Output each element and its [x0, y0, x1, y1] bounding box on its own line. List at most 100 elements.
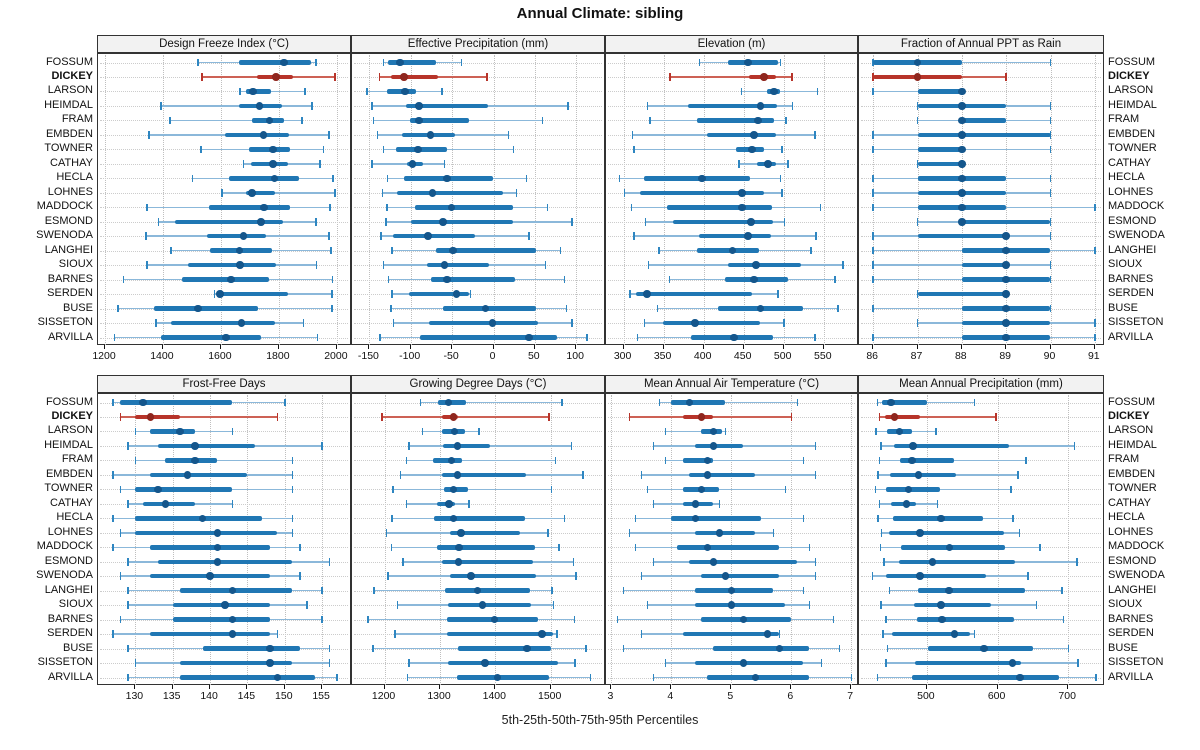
- iqr-band-towner: [917, 147, 962, 152]
- median-dot-maddock: [447, 203, 455, 211]
- whisker-cap: [391, 246, 393, 255]
- station-label-right-langhei: LANGHEI: [1108, 243, 1157, 256]
- median-dot-cathay: [764, 160, 772, 168]
- median-dot-serden: [216, 290, 224, 298]
- whisker-cap: [554, 456, 557, 465]
- whisker-cap: [392, 319, 395, 327]
- whisker-cap: [724, 427, 727, 436]
- whisker-cap: [872, 174, 874, 182]
- panel-header-frost-free-days: Frost-Free Days: [97, 375, 351, 393]
- axis-tick: [960, 345, 962, 349]
- axis-tick: [549, 685, 551, 689]
- iqr-band-heimdal: [893, 443, 1009, 449]
- whisker-cap: [301, 116, 303, 125]
- median-dot-sisseton: [1008, 659, 1017, 667]
- iqr-band-lohnes: [695, 530, 756, 535]
- gridline: [926, 395, 928, 685]
- station-label-right-embden: EMBDEN: [1108, 127, 1156, 140]
- whisker-cap: [880, 601, 882, 609]
- whisker-cap: [1095, 673, 1097, 682]
- whisker-cap: [658, 398, 661, 407]
- whisker-cap: [382, 58, 385, 67]
- iqr-band-maddock: [208, 205, 291, 210]
- median-dot-dickey: [913, 73, 922, 81]
- whisker-cap: [565, 304, 567, 313]
- whisker-cap: [391, 514, 393, 522]
- whisker-cap: [155, 319, 157, 327]
- panel-title: Fraction of Annual PPT as Rain: [900, 38, 1062, 50]
- median-dot-buse: [266, 644, 274, 653]
- whisker-cap: [834, 275, 836, 284]
- panel-title: Design Freeze Index (°C): [159, 38, 289, 50]
- whisker-cap: [544, 261, 547, 269]
- whisker-cap: [469, 290, 472, 298]
- whisker-cap: [878, 456, 881, 465]
- whisker-cap: [1049, 58, 1052, 67]
- station-label-left-fossum: FOSSUM: [45, 55, 93, 68]
- station-label-right-hecla: HECLA: [1108, 171, 1145, 184]
- whisker-cap: [160, 102, 162, 110]
- median-dot-fossum: [685, 398, 694, 407]
- median-dot-langhei: [945, 586, 953, 595]
- iqr-band-buse: [202, 646, 300, 651]
- axis-tick: [161, 345, 163, 349]
- whisker-cap: [574, 659, 576, 667]
- axis-tick: [368, 345, 370, 349]
- whisker-cap: [127, 500, 129, 508]
- whisker-cap: [783, 319, 785, 327]
- median-dot-barnes: [1002, 275, 1010, 284]
- whisker-cap: [740, 87, 743, 96]
- whisker-cap: [380, 232, 382, 240]
- iqr-band-serden: [150, 631, 270, 637]
- axis-tick-label: 4: [667, 690, 674, 702]
- iqr-band-fram: [433, 458, 463, 463]
- axis-tick: [925, 685, 927, 689]
- whisker-cap: [935, 427, 937, 436]
- panel-header-mean-annual-air-temperature-c: Mean Annual Air Temperature (°C): [605, 375, 858, 393]
- whisker-cap: [784, 485, 786, 494]
- row-gridline: [861, 503, 1101, 505]
- iqr-band-hecla: [644, 176, 751, 181]
- median-dot-towner: [414, 145, 422, 154]
- whisker-cap: [291, 514, 293, 522]
- median-dot-lohnes: [715, 529, 724, 537]
- median-dot-cathay: [445, 500, 453, 508]
- median-dot-sioux: [478, 601, 487, 609]
- whisker-cap: [1094, 246, 1096, 255]
- whisker-cap: [879, 543, 881, 551]
- gridline: [172, 395, 174, 685]
- axis-tick-label: 50: [527, 350, 540, 362]
- median-dot-fossum: [444, 398, 452, 407]
- axis-tick: [246, 685, 248, 689]
- whisker-cap: [575, 572, 577, 580]
- whisker-cap: [779, 174, 782, 182]
- iqr-band-fram: [683, 458, 714, 463]
- iqr-band-maddock: [150, 545, 270, 550]
- axis-tick-label: 150: [275, 690, 293, 702]
- whisker-cap: [146, 203, 148, 211]
- gridline: [961, 55, 963, 345]
- iqr-band-buse: [713, 646, 810, 651]
- panel-title: Mean Annual Air Temperature (°C): [643, 378, 820, 390]
- whisker-line-larson: [665, 430, 726, 433]
- panel-growing-degree-days-c: [351, 393, 605, 685]
- whisker-cap: [304, 87, 306, 96]
- whisker-cap: [787, 160, 789, 168]
- median-dot-serden: [643, 290, 651, 298]
- whisker-cap: [563, 275, 566, 284]
- whisker-cap: [1035, 601, 1038, 609]
- iqr-band-sisseton: [662, 320, 761, 326]
- station-label-right-esmond: ESMOND: [1108, 554, 1157, 567]
- whisker-cap: [872, 203, 874, 211]
- panel-mean-annual-precipitation-mm: [858, 393, 1104, 685]
- whisker-cap: [585, 644, 587, 653]
- whisker-cap: [644, 218, 646, 226]
- station-label-left-heimdal: HEIMDAL: [44, 438, 93, 451]
- axis-tick: [702, 345, 704, 349]
- whisker-cap: [512, 145, 515, 154]
- row-gridline: [354, 163, 602, 165]
- axis-tick-label: 700: [1058, 690, 1076, 702]
- median-dot-lohnes: [213, 529, 222, 537]
- iqr-band-embden: [917, 132, 1051, 138]
- median-dot-buse: [775, 644, 783, 653]
